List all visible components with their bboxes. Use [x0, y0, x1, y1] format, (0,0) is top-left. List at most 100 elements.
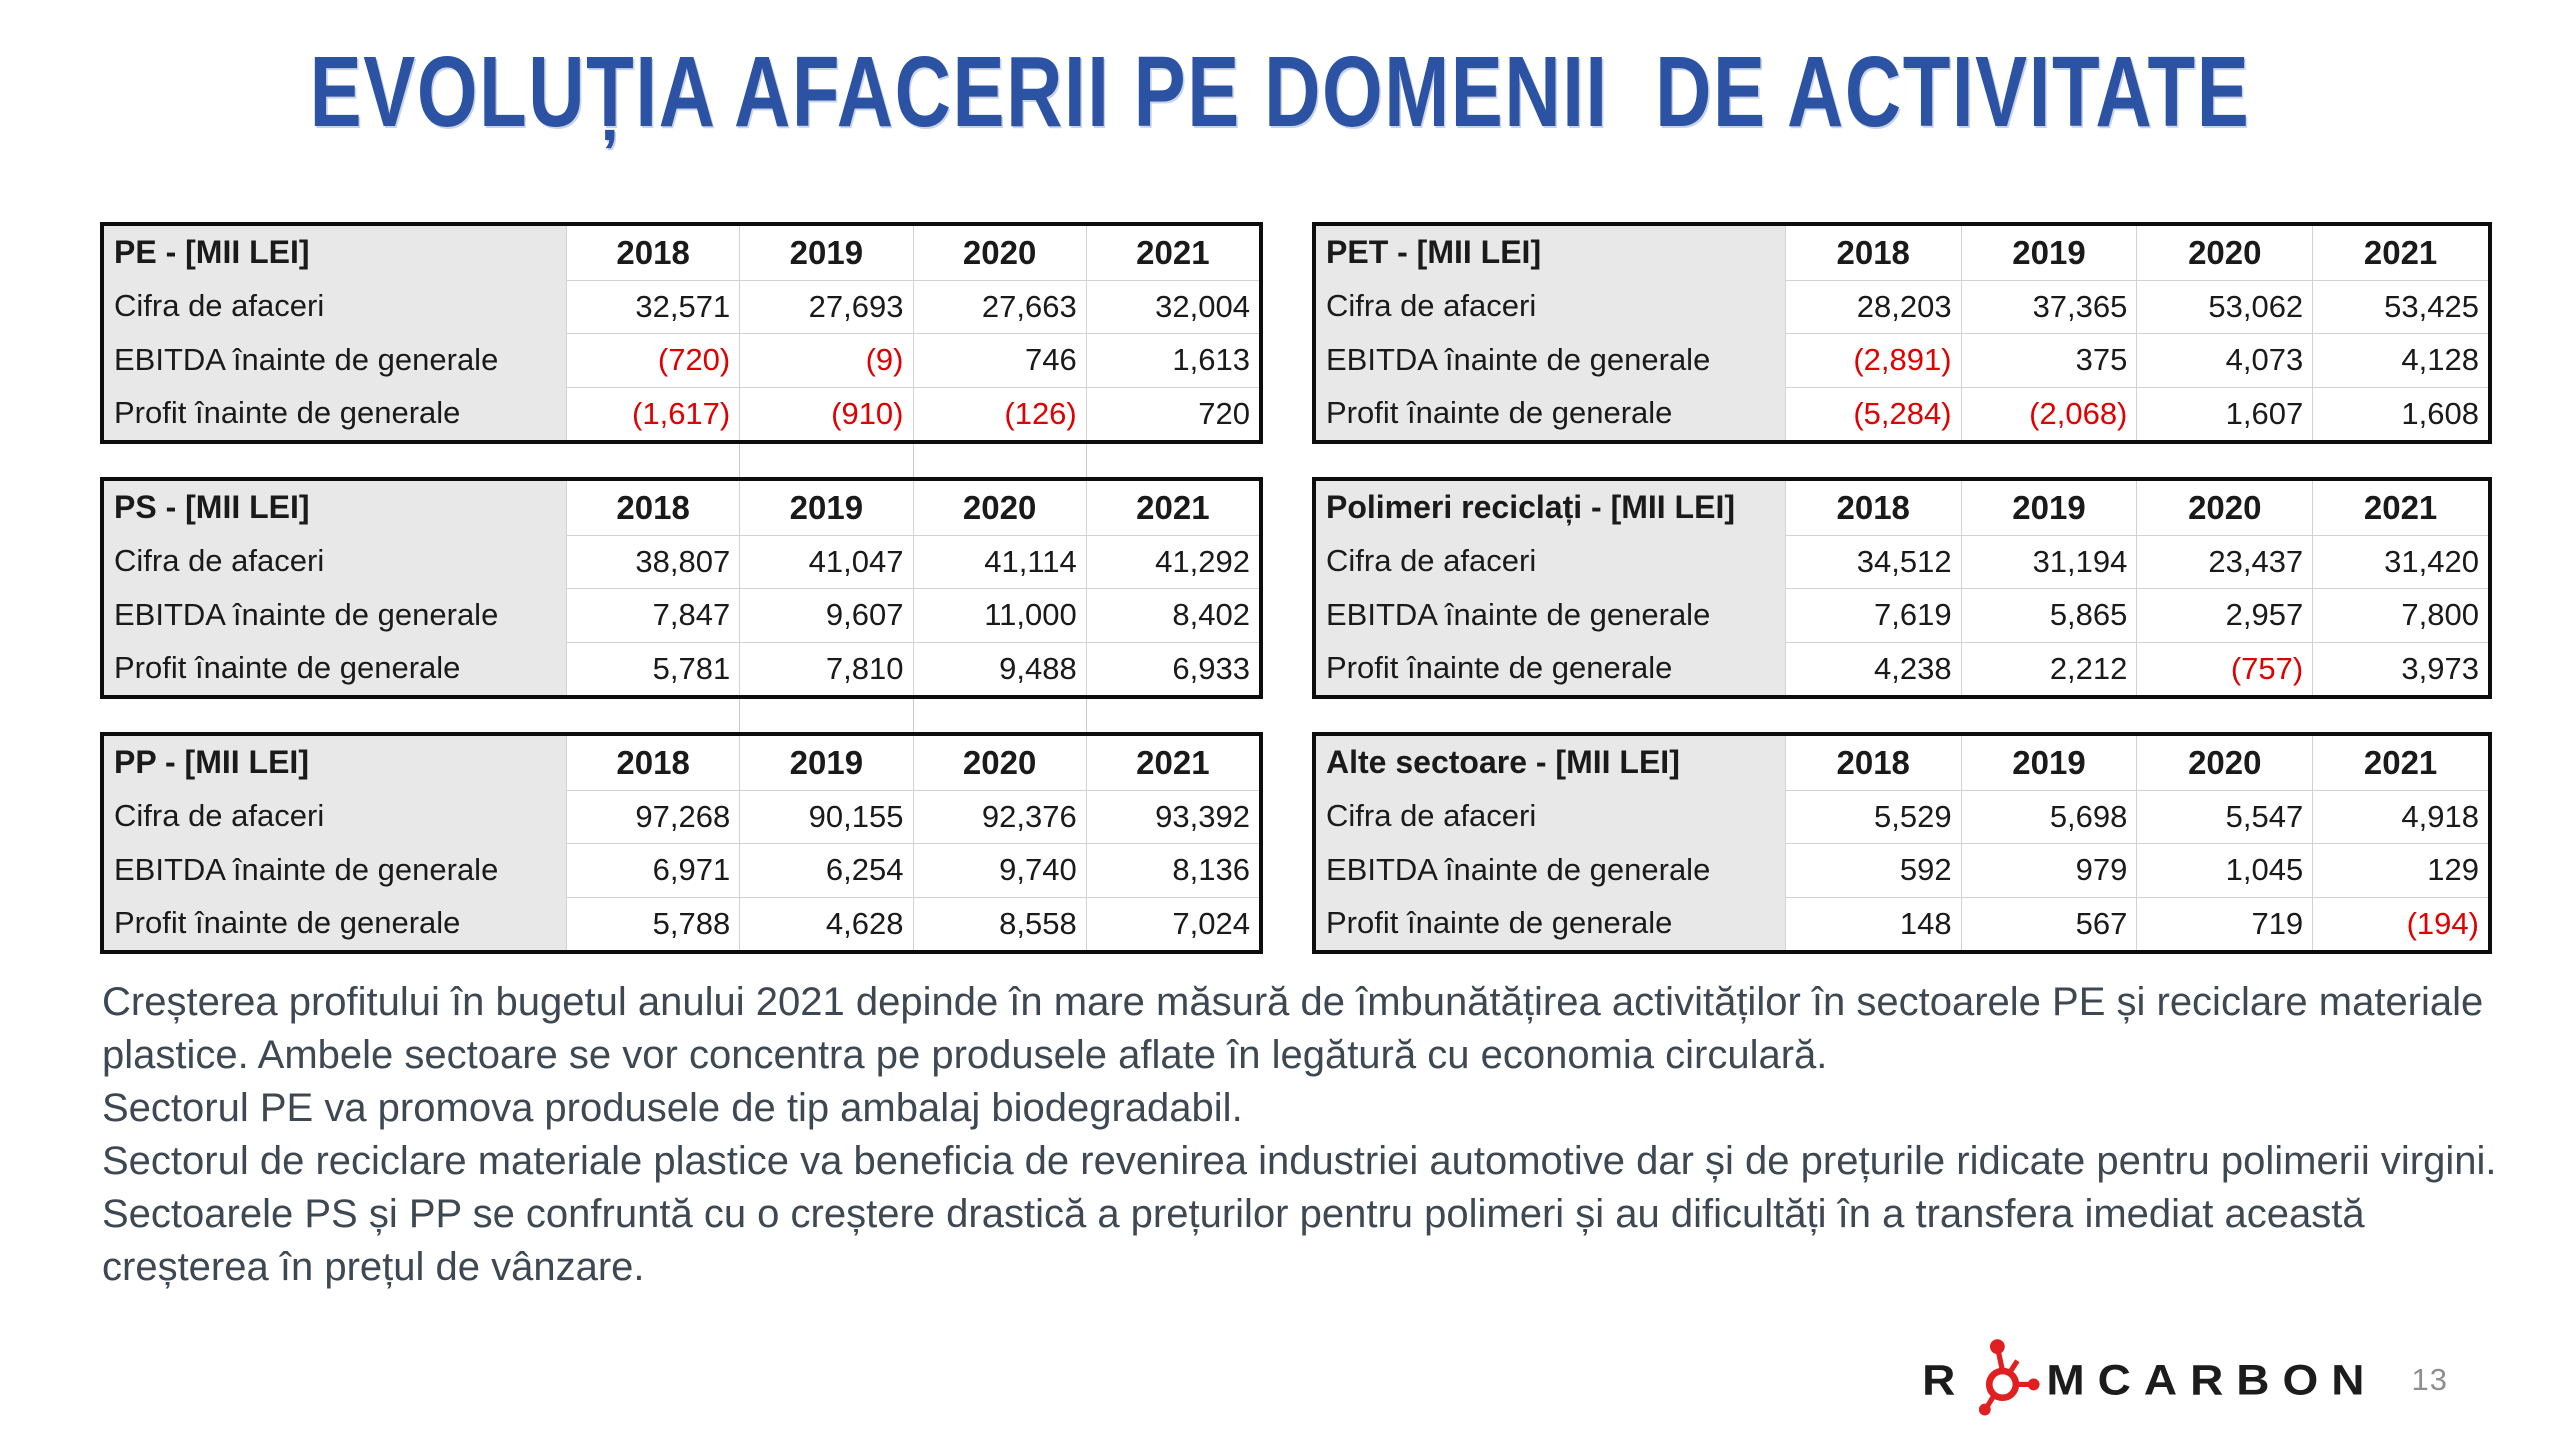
value-cell: 9,740 [912, 843, 1086, 897]
table-name-cell: Alte sectoare - [MII LEI] [1316, 736, 1785, 790]
value-cell: 9,488 [912, 641, 1086, 695]
row-label-cell: Profit înainte de generale [1316, 896, 1785, 950]
year-header-cell: 2020 [912, 226, 1086, 280]
value-cell: 2,212 [1960, 641, 2137, 695]
value-cell: 31,194 [1960, 534, 2137, 588]
value-cell: (194) [2312, 896, 2488, 950]
row-label-cell: EBITDA înainte de generale [104, 843, 566, 897]
value-cell: 23,437 [2136, 534, 2313, 588]
value-cell: 979 [1960, 843, 2137, 897]
year-header-cell: 2021 [2312, 736, 2488, 790]
table-pe: PE - [MII LEI] 2018 2019 2020 2021 Cifra de a… [100, 222, 1263, 477]
year-header-cell: 2021 [2312, 481, 2488, 535]
value-cell: (910) [739, 386, 913, 440]
value-cell: 97,268 [566, 789, 740, 843]
title-bar: EVOLUȚIA AFACERII PE DOMENII DE ACTIVITA… [0, 42, 2560, 142]
row-label-cell: Profit înainte de generale [1316, 386, 1785, 440]
year-header-cell: 2020 [912, 736, 1086, 790]
row-label-cell: Profit înainte de generale [104, 641, 566, 695]
row-label-cell: Profit înainte de generale [104, 386, 566, 440]
value-cell: 4,238 [1784, 641, 1961, 695]
value-cell: 32,004 [1085, 279, 1259, 333]
gridline-stub [1085, 699, 1087, 732]
year-header-cell: 2021 [1085, 226, 1259, 280]
value-cell: 719 [2136, 896, 2313, 950]
value-cell: 7,847 [566, 588, 740, 642]
value-cell: 41,047 [739, 534, 913, 588]
year-header-cell: 2018 [566, 481, 739, 535]
value-cell: 53,062 [2136, 279, 2313, 333]
value-cell: 5,788 [566, 896, 740, 950]
row-label-cell: Profit înainte de generale [104, 896, 566, 950]
value-cell: 4,073 [2136, 333, 2313, 387]
value-cell: 38,807 [566, 534, 740, 588]
romcarbon-logo-text: MCARBON [2046, 1356, 2378, 1404]
value-cell: 8,136 [1085, 843, 1259, 897]
year-header-cell: 2019 [1960, 226, 2137, 280]
row-label-cell: EBITDA înainte de generale [104, 588, 566, 642]
value-cell: 375 [1960, 333, 2137, 387]
value-cell: 53,425 [2312, 279, 2488, 333]
value-cell: 148 [1784, 896, 1961, 950]
row-label-cell: Cifra de afaceri [1316, 279, 1785, 333]
commentary-paragraph: Sectoarele PS și PP se confruntă cu o cr… [102, 1192, 2387, 1289]
table-pet: PET - [MII LEI] 2018 2019 2020 2021 Cifra de … [1312, 222, 2492, 444]
value-cell: (5,284) [1784, 386, 1961, 440]
year-header-cell: 2019 [739, 736, 912, 790]
value-cell: 6,971 [566, 843, 740, 897]
value-cell: 5,698 [1960, 789, 2137, 843]
gridline-stub [1085, 444, 1087, 477]
year-header-cell: 2021 [1085, 736, 1259, 790]
value-cell: (2,068) [1960, 386, 2137, 440]
year-header-cell: 2020 [2136, 481, 2312, 535]
row-label-cell: EBITDA înainte de generale [1316, 588, 1785, 642]
year-header-cell: 2019 [739, 226, 912, 280]
year-header-cell: 2018 [1784, 736, 1961, 790]
value-cell: 6,933 [1085, 641, 1259, 695]
value-cell: 1,608 [2312, 386, 2488, 440]
value-cell: 11,000 [912, 588, 1086, 642]
gridline-stub [739, 444, 741, 477]
row-label-cell: EBITDA înainte de generale [1316, 843, 1785, 897]
value-cell: 4,128 [2312, 333, 2488, 387]
value-cell: 5,547 [2136, 789, 2313, 843]
value-cell: 8,402 [1085, 588, 1259, 642]
value-cell: 7,619 [1784, 588, 1961, 642]
value-cell: 2,957 [2136, 588, 2313, 642]
commentary-paragraph: Creșterea profitului în bugetul anului 2… [102, 980, 2495, 1077]
row-label-cell: Cifra de afaceri [1316, 789, 1785, 843]
value-cell: 5,781 [566, 641, 740, 695]
value-cell: (9) [739, 333, 913, 387]
value-cell: 567 [1960, 896, 2137, 950]
year-header-cell: 2019 [1960, 736, 2137, 790]
year-header-cell: 2020 [912, 481, 1086, 535]
value-cell: 592 [1784, 843, 1961, 897]
table-polimeri-reciclati: Polimeri reciclați - [MII LEI] 2018 2019 20… [1312, 477, 2492, 699]
row-label-cell: EBITDA înainte de generale [104, 333, 566, 387]
row-label-cell: Profit înainte de generale [1316, 641, 1785, 695]
table-name-cell: PET - [MII LEI] [1316, 226, 1785, 280]
value-cell: 32,571 [566, 279, 740, 333]
table-name-cell: PS - [MII LEI] [104, 481, 566, 535]
value-cell: 7,810 [739, 641, 913, 695]
row-label-cell: EBITDA înainte de generale [1316, 333, 1785, 387]
value-cell: 37,365 [1960, 279, 2137, 333]
year-header-cell: 2020 [2136, 736, 2312, 790]
value-cell: 1,607 [2136, 386, 2313, 440]
value-cell: 41,292 [1085, 534, 1259, 588]
commentary-paragraph: Sectorul PE va promova produsele de tip … [102, 1086, 1243, 1130]
commentary: Creșterea profitului în bugetul anului 2… [102, 976, 2522, 1294]
year-header-cell: 2018 [566, 226, 739, 280]
value-cell: 3,973 [2312, 641, 2488, 695]
table-pp: PP - [MII LEI] 2018 2019 2020 2021 Cifra de a… [100, 732, 1263, 954]
value-cell: 8,558 [912, 896, 1086, 950]
value-cell: 129 [2312, 843, 2488, 897]
year-header-cell: 2018 [566, 736, 739, 790]
value-cell: 90,155 [739, 789, 913, 843]
year-header-cell: 2021 [2312, 226, 2488, 280]
value-cell: 1,045 [2136, 843, 2313, 897]
table-name-cell: PE - [MII LEI] [104, 226, 566, 280]
value-cell: 5,865 [1960, 588, 2137, 642]
table-name-cell: Polimeri reciclați - [MII LEI] [1316, 481, 1785, 535]
value-cell: 93,392 [1085, 789, 1259, 843]
